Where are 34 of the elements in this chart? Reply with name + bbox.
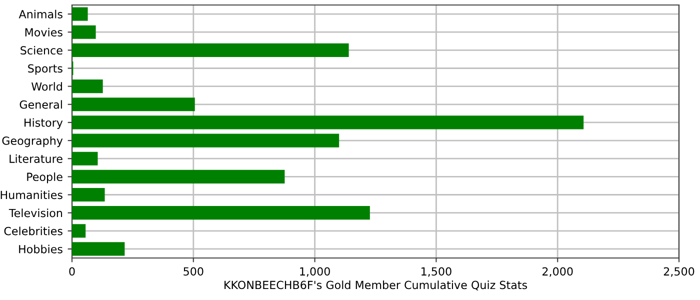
bar: [72, 7, 88, 21]
y-tick-label: History: [24, 118, 63, 129]
bar: [72, 188, 105, 202]
bar: [72, 224, 86, 238]
bar: [72, 170, 285, 184]
bar: [72, 134, 340, 148]
bar: [72, 152, 98, 166]
y-tick-label: Hobbies: [19, 244, 62, 254]
bar: [72, 242, 125, 256]
y-tick-label: Science: [20, 46, 62, 55]
y-tick-label: General: [20, 100, 62, 109]
x-tick-label: 500: [184, 267, 204, 276]
y-tick-label: World: [32, 82, 62, 91]
bar: [72, 25, 96, 39]
y-tick-label: Geography: [2, 136, 63, 148]
y-tick-label: Celebrities: [4, 226, 62, 236]
y-tick-label: Humanities: [0, 190, 62, 200]
x-tick-label: 1,000: [300, 267, 330, 277]
y-tick-label: People: [27, 172, 62, 184]
x-tick-label: 2,500: [664, 267, 694, 277]
y-tick-label: Movies: [25, 28, 62, 36]
y-tick-label: Sports: [28, 64, 62, 75]
bar: [72, 98, 195, 112]
bar: [72, 206, 370, 220]
x-axis-title: KKONBEECHB6F's Gold Member Cumulative Quiz Stats: [224, 280, 528, 290]
y-tick-label: Literature: [10, 154, 62, 163]
bar: [72, 80, 103, 94]
x-tick-label: 2,000: [542, 267, 573, 277]
bar: [72, 43, 349, 57]
y-tick-label: Animals: [18, 10, 62, 18]
x-tick-label: 0: [69, 267, 75, 276]
bar: [72, 116, 584, 130]
y-tick-label: Television: [8, 208, 62, 218]
x-tick-label: 1,500: [422, 267, 452, 277]
